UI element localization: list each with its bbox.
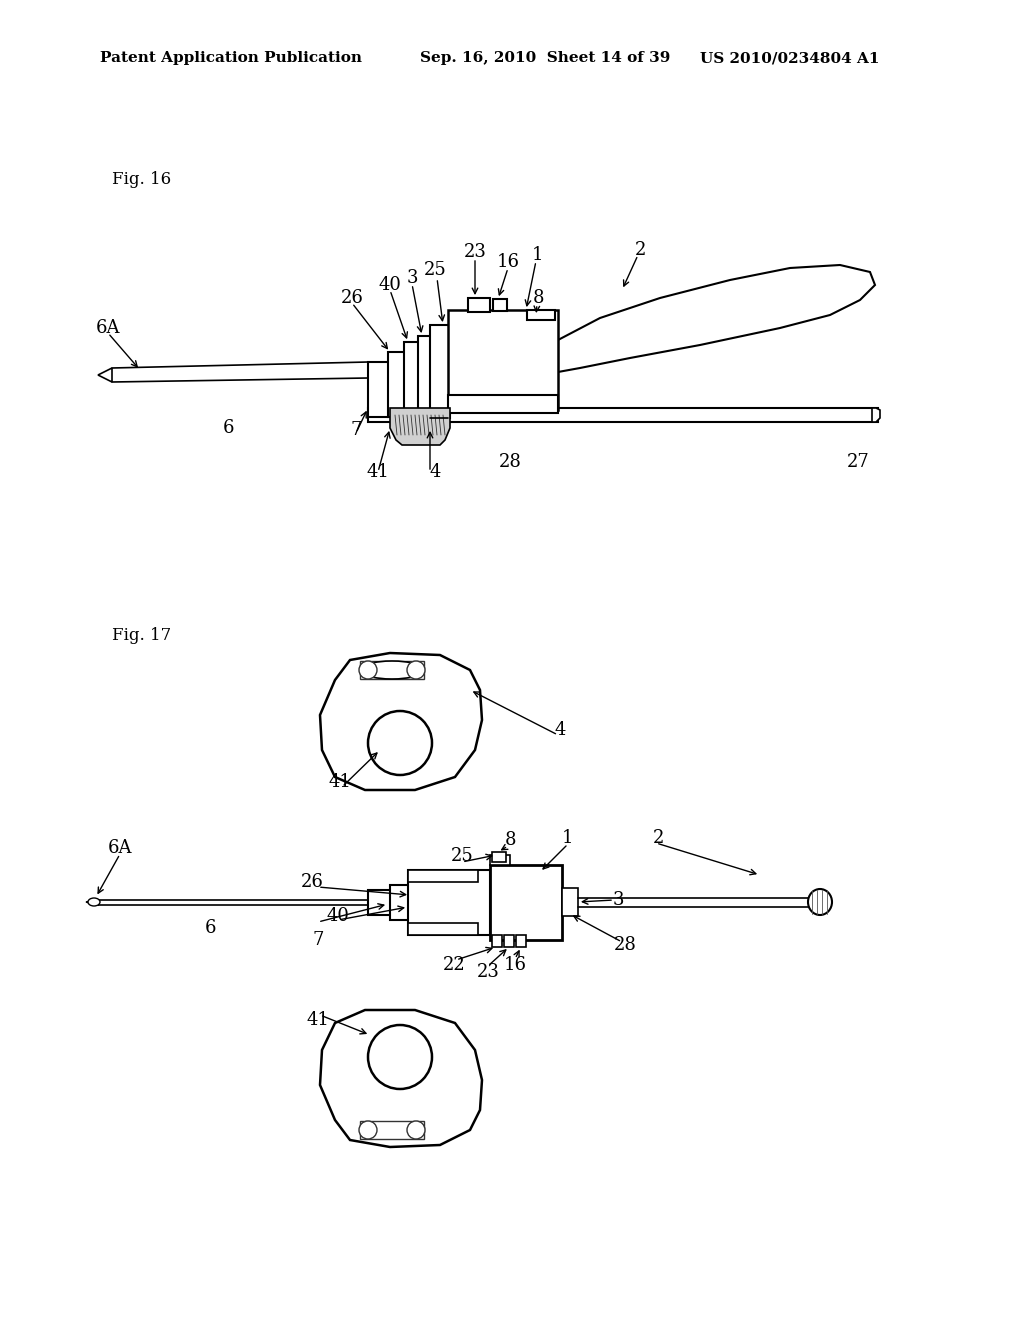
Text: 26: 26 [341, 289, 364, 308]
Polygon shape [872, 408, 880, 422]
Ellipse shape [808, 888, 831, 915]
Text: 6A: 6A [96, 319, 120, 337]
Text: 16: 16 [504, 956, 526, 974]
Text: Patent Application Publication: Patent Application Publication [100, 51, 362, 65]
Bar [516, 935, 526, 946]
Polygon shape [319, 1010, 482, 1147]
Bar [493, 300, 507, 312]
Text: Sep. 16, 2010  Sheet 14 of 39: Sep. 16, 2010 Sheet 14 of 39 [420, 51, 671, 65]
Bar [368, 890, 392, 915]
Bar [368, 362, 390, 417]
Text: 8: 8 [504, 832, 516, 849]
Polygon shape [98, 368, 112, 381]
Polygon shape [408, 870, 478, 882]
Text: 7: 7 [350, 421, 361, 440]
Ellipse shape [359, 1121, 377, 1139]
Text: 4: 4 [429, 463, 440, 480]
Text: 41: 41 [367, 463, 389, 480]
Text: 2: 2 [634, 242, 646, 259]
Text: 6: 6 [222, 418, 233, 437]
Ellipse shape [368, 1026, 432, 1089]
Ellipse shape [368, 711, 432, 775]
Text: 25: 25 [424, 261, 446, 279]
Text: US 2010/0234804 A1: US 2010/0234804 A1 [700, 51, 880, 65]
Polygon shape [86, 900, 98, 906]
Bar [490, 865, 562, 940]
Ellipse shape [359, 661, 377, 678]
Bar [527, 310, 555, 319]
Bar [504, 935, 514, 946]
Polygon shape [408, 923, 478, 935]
Text: 40: 40 [379, 276, 401, 294]
Text: 28: 28 [499, 453, 521, 471]
Ellipse shape [88, 898, 100, 906]
Text: 27: 27 [847, 453, 869, 471]
Polygon shape [558, 265, 874, 372]
Bar [388, 352, 406, 417]
Ellipse shape [407, 661, 425, 678]
Text: Fig. 16: Fig. 16 [112, 172, 171, 189]
Text: 3: 3 [612, 891, 624, 909]
Text: Fig. 17: Fig. 17 [112, 627, 171, 644]
Text: 28: 28 [613, 936, 637, 954]
Text: 1: 1 [562, 829, 573, 847]
Bar [449, 310, 558, 411]
Text: 23: 23 [476, 964, 500, 981]
Text: 6A: 6A [108, 840, 132, 857]
Bar [468, 298, 490, 312]
Text: 8: 8 [532, 289, 544, 308]
Bar [404, 342, 420, 417]
Bar [449, 395, 558, 413]
Text: 22: 22 [442, 956, 465, 974]
Text: 4: 4 [554, 721, 565, 739]
Text: 3: 3 [407, 269, 418, 286]
Text: 16: 16 [497, 253, 519, 271]
Text: 26: 26 [301, 873, 324, 891]
Text: 6: 6 [204, 919, 216, 937]
Bar [430, 325, 450, 418]
Text: 23: 23 [464, 243, 486, 261]
Bar [360, 661, 424, 678]
Polygon shape [390, 408, 450, 445]
Bar [368, 408, 878, 422]
Text: 1: 1 [532, 246, 544, 264]
Bar [492, 935, 502, 946]
Text: 40: 40 [327, 907, 349, 925]
Bar [360, 1121, 424, 1139]
Bar [492, 851, 506, 862]
Polygon shape [490, 855, 510, 865]
Polygon shape [408, 870, 490, 935]
Text: 41: 41 [329, 774, 351, 791]
Ellipse shape [360, 661, 424, 678]
Polygon shape [319, 653, 482, 789]
Text: 25: 25 [451, 847, 473, 865]
Ellipse shape [407, 1121, 425, 1139]
Bar [562, 888, 578, 916]
Text: 2: 2 [652, 829, 664, 847]
Text: 7: 7 [312, 931, 324, 949]
Bar [390, 884, 410, 920]
Bar [418, 337, 432, 418]
Text: 41: 41 [306, 1011, 330, 1030]
